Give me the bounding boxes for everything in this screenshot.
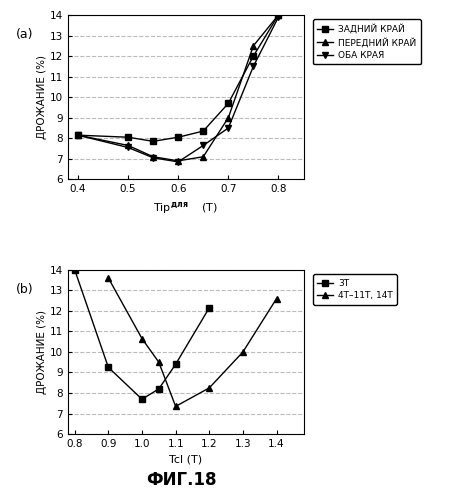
ПЕРЕДНИЙ КРАЙ (251, 43, 256, 49)
ЗАДНИЙ КРАЙ (75, 132, 81, 138)
ОБА КРАЯ (251, 63, 256, 69)
ЗАДНИЙ КРАЙ (125, 134, 131, 140)
ОБА КРАЯ (75, 132, 81, 138)
ПЕРЕДНИЙ КРАЙ (75, 132, 81, 138)
ОБА КРАЯ (175, 159, 181, 165)
X-axis label: Tip$^{\mathrm{\bf{для}}}$    (T): Tip$^{\mathrm{\bf{для}}}$ (T) (153, 200, 218, 216)
Y-axis label: ДРОЖАНИЕ (%): ДРОЖАНИЕ (%) (37, 310, 47, 394)
ПЕРЕДНИЙ КРАЙ (150, 154, 156, 160)
Line: ЗАДНИЙ КРАЙ: ЗАДНИЙ КРАЙ (75, 12, 281, 144)
ПЕРЕДНИЙ КРАЙ (276, 12, 281, 18)
ОБА КРАЯ (226, 125, 231, 131)
4T–11T, 14T (156, 359, 162, 365)
ЗАДНИЙ КРАЙ (175, 134, 181, 140)
3T (106, 364, 111, 370)
3T (72, 267, 77, 273)
ЗАДНИЙ КРАЙ (276, 12, 281, 18)
ОБА КРАЯ (150, 155, 156, 161)
Line: ПЕРЕДНИЙ КРАЙ: ПЕРЕДНИЙ КРАЙ (75, 12, 281, 164)
4T–11T, 14T (207, 385, 212, 391)
ЗАДНИЙ КРАЙ (201, 128, 206, 134)
4T–11T, 14T (106, 275, 111, 281)
Text: (a): (a) (16, 28, 34, 41)
ЗАДНИЙ КРАЙ (251, 53, 256, 59)
3T (173, 361, 178, 367)
ЗАДНИЙ КРАЙ (150, 138, 156, 144)
Legend: ЗАДНИЙ КРАЙ, ПЕРЕДНИЙ КРАЙ, ОБА КРАЯ: ЗАДНИЙ КРАЙ, ПЕРЕДНИЙ КРАЙ, ОБА КРАЯ (313, 19, 421, 64)
3T (156, 386, 162, 392)
4T–11T, 14T (240, 349, 246, 355)
ОБА КРАЯ (201, 142, 206, 148)
Y-axis label: ДРОЖАНИЕ (%): ДРОЖАНИЕ (%) (37, 55, 47, 139)
Line: 3T: 3T (72, 267, 212, 402)
ПЕРЕДНИЙ КРАЙ (226, 115, 231, 121)
3T (139, 396, 145, 402)
ОБА КРАЯ (276, 14, 281, 20)
ЗАДНИЙ КРАЙ (226, 100, 231, 106)
Line: ОБА КРАЯ: ОБА КРАЯ (75, 14, 281, 165)
Legend: 3T, 4T–11T, 14T: 3T, 4T–11T, 14T (313, 274, 397, 305)
ОБА КРАЯ (125, 145, 131, 151)
4T–11T, 14T (173, 403, 178, 409)
Text: ФИГ.18: ФИГ.18 (146, 471, 217, 489)
X-axis label: Tcl (T): Tcl (T) (169, 455, 202, 465)
Line: 4T–11T, 14T: 4T–11T, 14T (106, 275, 280, 409)
4T–11T, 14T (139, 336, 145, 342)
ПЕРЕДНИЙ КРАЙ (201, 154, 206, 160)
ПЕРЕДНИЙ КРАЙ (175, 158, 181, 164)
4T–11T, 14T (274, 295, 280, 301)
Text: (b): (b) (16, 283, 34, 296)
3T (207, 305, 212, 311)
ПЕРЕДНИЙ КРАЙ (125, 142, 131, 148)
